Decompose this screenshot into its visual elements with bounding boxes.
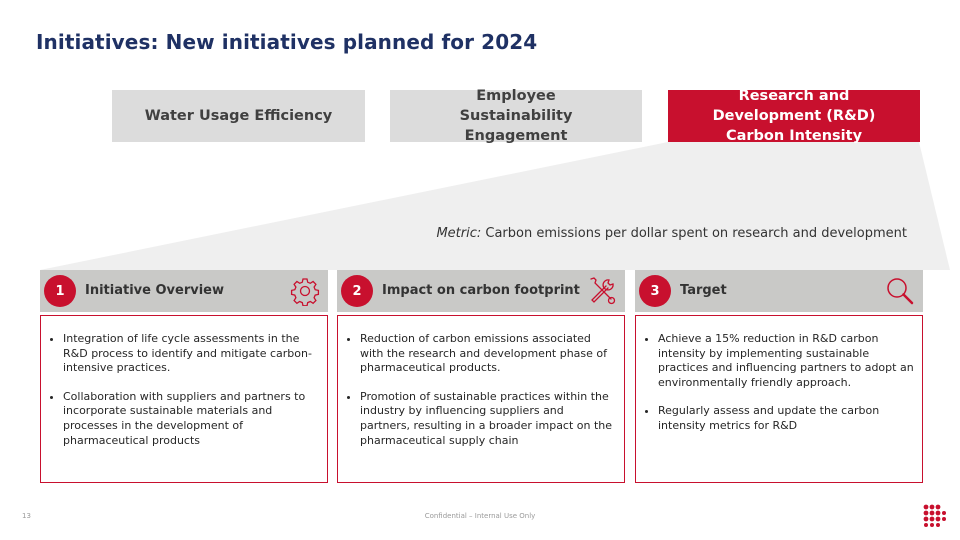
card-body-impact-on-carbon-footprint: Reduction of carbon emissions associated…: [337, 315, 625, 483]
list-item: Achieve a 15% reduction in R&D carbon in…: [658, 332, 914, 390]
tab-rd-carbon-intensity[interactable]: Research and Development (R&D) Carbon In…: [668, 88, 920, 144]
tools-icon: [590, 277, 616, 305]
card-body-target: Achieve a 15% reduction in R&D carbon in…: [635, 315, 923, 483]
tab-employee-sustainability-engagement[interactable]: Employee Sustainability Engagement: [390, 88, 642, 144]
tab-water-usage-efficiency[interactable]: Water Usage Efficiency: [112, 90, 365, 142]
list-item: Integration of life cycle assessments in…: [63, 332, 319, 376]
company-logo: [923, 504, 946, 527]
list-item: Promotion of sustainable practices withi…: [360, 390, 616, 448]
card-header-impact-on-carbon-footprint: 2 Impact on carbon footprint: [337, 270, 625, 312]
metric-line: Metric: Carbon emissions per dollar spen…: [340, 226, 907, 241]
card-number-badge: 1: [44, 275, 76, 307]
card-heading: Target: [680, 283, 727, 298]
page-title: Initiatives: New initiatives planned for…: [36, 30, 538, 54]
metric-label: Metric:: [436, 226, 482, 241]
gear-icon: [290, 278, 320, 306]
list-item: Regularly assess and update the carbon i…: [658, 404, 914, 433]
confidential-notice: Confidential – Internal Use Only: [424, 512, 536, 520]
card-number-badge: 3: [639, 275, 671, 307]
metric-text: Carbon emissions per dollar spent on res…: [481, 226, 907, 241]
page-number: 13: [22, 512, 31, 520]
magnifier-icon: [887, 278, 914, 305]
card-body-initiative-overview: Integration of life cycle assessments in…: [40, 315, 328, 483]
card-number-badge: 2: [341, 275, 373, 307]
card-heading: Initiative Overview: [85, 283, 224, 298]
card-heading: Impact on carbon footprint: [382, 283, 580, 298]
list-item: Collaboration with suppliers and partner…: [63, 390, 319, 448]
list-item: Reduction of carbon emissions associated…: [360, 332, 616, 376]
card-header-initiative-overview: 1 Initiative Overview: [40, 270, 328, 312]
card-header-target: 3 Target: [635, 270, 923, 312]
